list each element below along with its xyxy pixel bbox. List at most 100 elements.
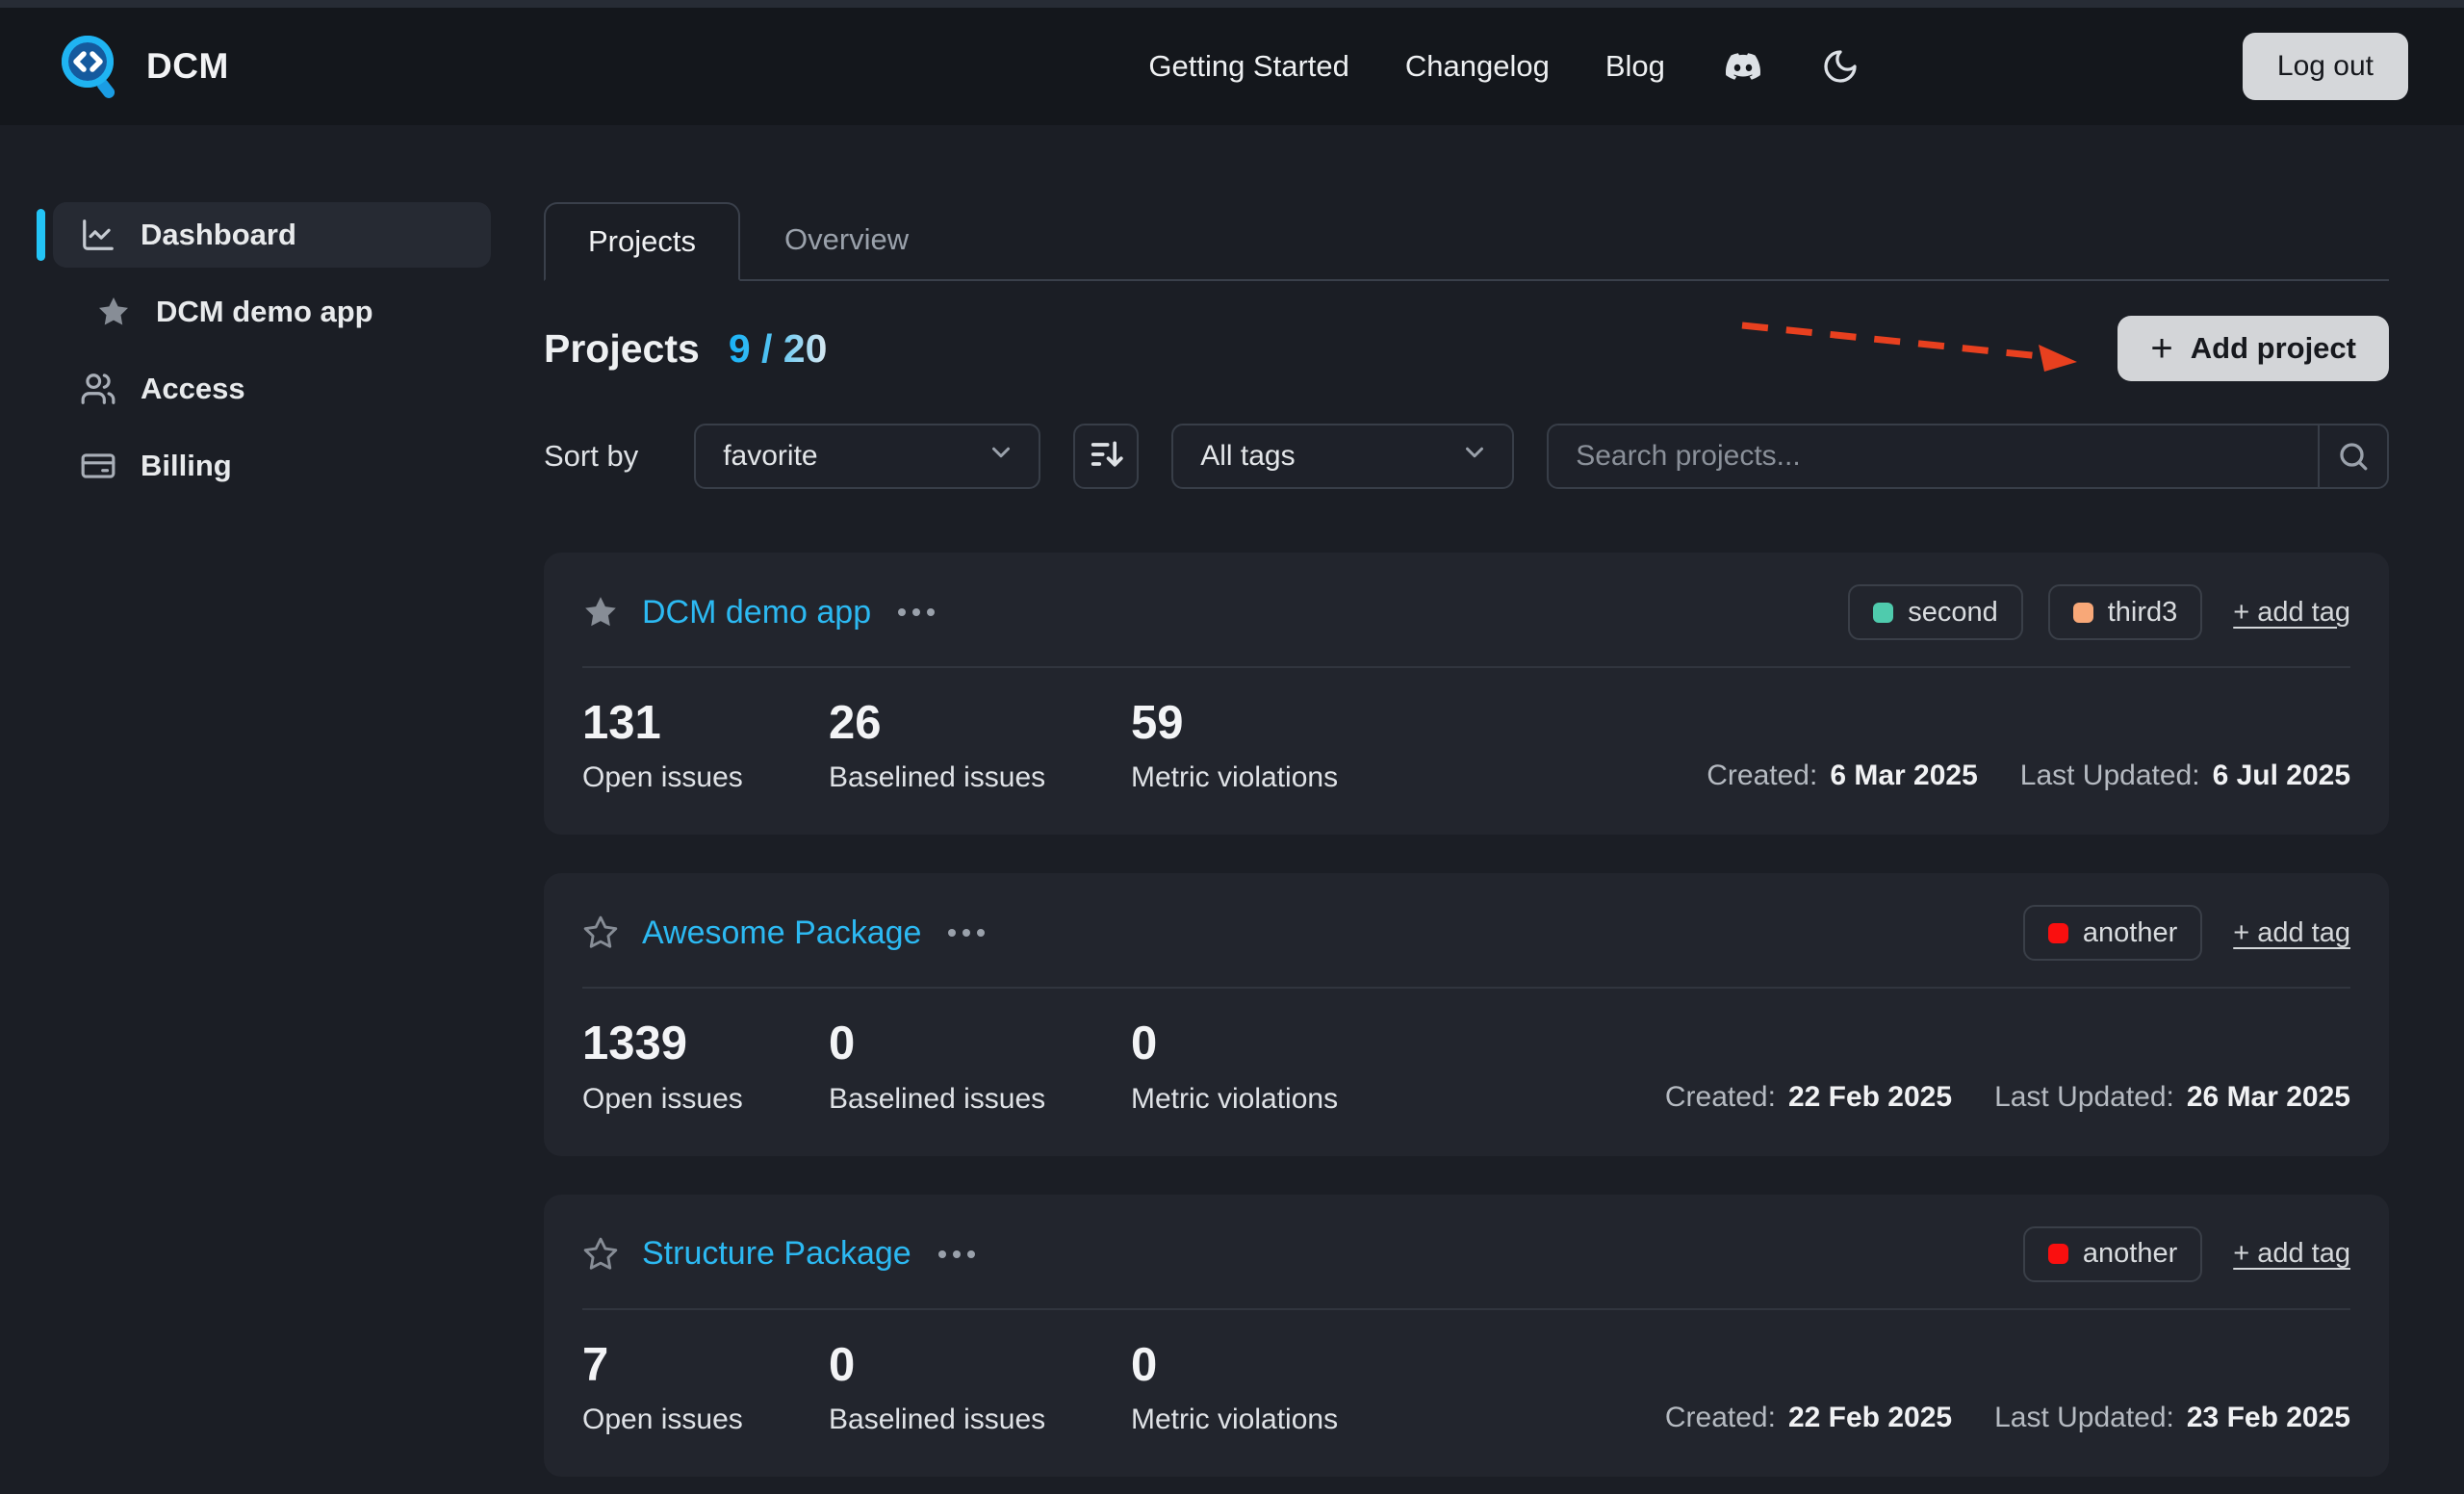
tag-chip[interactable]: another (2023, 1226, 2202, 1282)
stat-open-issues: 7 Open issues (582, 1341, 829, 1436)
stat-label: Baselined issues (829, 1083, 1131, 1116)
tag-chip[interactable]: second (1848, 584, 2023, 640)
sort-direction-button[interactable] (1073, 424, 1139, 489)
sidebar-item-billing[interactable]: Billing (37, 433, 500, 499)
stat-value: 1339 (582, 1019, 829, 1069)
created-date: 6 Mar 2025 (1830, 760, 1977, 792)
add-tag-link[interactable]: + add tag (2233, 1238, 2350, 1270)
last-updated-label: Last Updated: (1994, 1081, 2174, 1114)
chevron-down-icon (987, 438, 1015, 475)
tag-label: another (2083, 917, 2177, 949)
last-updated-label: Last Updated: (2020, 760, 2200, 792)
stat-baselined-issues: 26 Baselined issues (829, 699, 1131, 794)
star-filled-icon (95, 294, 132, 330)
project-menu-button[interactable] (946, 921, 987, 944)
favorite-star-icon[interactable] (582, 914, 619, 951)
dark-mode-moon-icon[interactable] (1821, 47, 1860, 86)
logout-button[interactable]: Log out (2243, 33, 2408, 100)
stat-value: 131 (582, 699, 829, 748)
tag-label: second (1908, 597, 1998, 629)
nav-blog[interactable]: Blog (1605, 49, 1665, 84)
sidebar-item-dcm-demo-app[interactable]: DCM demo app (37, 279, 500, 345)
tag-color-swatch (2048, 923, 2068, 943)
stat-label: Metric violations (1131, 761, 1377, 794)
sort-by-label: Sort by (544, 439, 638, 474)
add-tag-link[interactable]: + add tag (2233, 597, 2350, 629)
stat-value: 59 (1131, 699, 1377, 748)
add-project-button[interactable]: + Add project (2118, 316, 2389, 381)
stat-value: 0 (1131, 1341, 1377, 1390)
created-label: Created: (1707, 760, 1817, 792)
tag-chip[interactable]: third3 (2048, 584, 2203, 640)
card-divider (582, 987, 2350, 989)
stat-value: 0 (1131, 1019, 1377, 1069)
nav-getting-started[interactable]: Getting Started (1148, 49, 1349, 84)
project-name-link[interactable]: DCM demo app (642, 594, 871, 631)
stat-metric-violations: 59 Metric violations (1131, 699, 1377, 794)
nav-changelog[interactable]: Changelog (1405, 49, 1550, 84)
users-icon (80, 371, 116, 407)
stat-label: Metric violations (1131, 1404, 1377, 1436)
sidebar-item-label: Billing (141, 449, 232, 483)
annotation-arrow (1734, 312, 2100, 379)
favorite-star-icon[interactable] (582, 594, 619, 631)
filter-row: Sort by favorite All tags (544, 424, 2389, 489)
project-card: Structure Package another + add tag 7 Ope… (544, 1195, 2389, 1477)
project-tags: another + add tag (2023, 1226, 2350, 1282)
sidebar-item-label: Access (141, 372, 245, 406)
plus-icon: + (2150, 329, 2172, 368)
projects-heading-row: Projects 9 / 20 + Add project (544, 314, 2389, 383)
page-title: Projects (544, 326, 700, 372)
stat-value: 26 (829, 699, 1131, 748)
tab-projects[interactable]: Projects (544, 202, 740, 281)
stat-value: 0 (829, 1019, 1131, 1069)
stat-label: Metric violations (1131, 1083, 1377, 1116)
sidebar-item-access[interactable]: Access (37, 356, 500, 422)
tag-color-swatch (2073, 603, 2093, 623)
tag-chip[interactable]: another (2023, 905, 2202, 961)
tab-overview[interactable]: Overview (740, 200, 953, 279)
last-updated-date: 23 Feb 2025 (2187, 1402, 2350, 1434)
tags-filter-select[interactable]: All tags (1171, 424, 1514, 489)
search-input[interactable] (1549, 425, 2318, 487)
project-dates: Created: 22 Feb 2025 Last Updated: 26 Ma… (1665, 1081, 2350, 1116)
created-date: 22 Feb 2025 (1788, 1081, 1952, 1114)
add-tag-link[interactable]: + add tag (2233, 917, 2350, 949)
project-menu-button[interactable] (937, 1243, 977, 1266)
created-date: 22 Feb 2025 (1788, 1402, 1952, 1434)
tag-color-swatch (2048, 1244, 2068, 1264)
card-divider (582, 666, 2350, 668)
sort-descending-icon (1087, 435, 1125, 478)
brand[interactable]: DCM (58, 32, 229, 101)
favorite-star-icon[interactable] (582, 1236, 619, 1273)
sidebar: Dashboard DCM demo app Access (0, 125, 500, 1494)
discord-icon[interactable] (1721, 49, 1765, 84)
project-card: DCM demo app second third3 + add tag 131 O… (544, 553, 2389, 835)
sidebar-item-dashboard[interactable]: Dashboard (37, 202, 500, 268)
stat-baselined-issues: 0 Baselined issues (829, 1341, 1131, 1436)
project-tags: another + add tag (2023, 905, 2350, 961)
credit-card-icon (80, 448, 116, 484)
stat-label: Baselined issues (829, 1404, 1131, 1436)
sidebar-item-label: DCM demo app (156, 295, 373, 329)
search-icon[interactable] (2318, 425, 2387, 487)
tag-label: third3 (2108, 597, 2178, 629)
created-label: Created: (1665, 1402, 1776, 1434)
tag-color-swatch (1873, 603, 1893, 623)
dcm-logo-icon (58, 32, 123, 101)
tag-label: another (2083, 1238, 2177, 1270)
stat-metric-violations: 0 Metric violations (1131, 1019, 1377, 1115)
project-dates: Created: 6 Mar 2025 Last Updated: 6 Jul … (1707, 760, 2350, 794)
last-updated-label: Last Updated: (1994, 1402, 2174, 1434)
project-name-link[interactable]: Awesome Package (642, 914, 921, 952)
search-box (1547, 424, 2389, 489)
stat-open-issues: 1339 Open issues (582, 1019, 829, 1115)
stat-label: Open issues (582, 761, 829, 794)
project-menu-button[interactable] (896, 601, 937, 624)
sort-select[interactable]: favorite (694, 424, 1040, 489)
chevron-down-icon (1460, 438, 1489, 475)
stat-value: 7 (582, 1341, 829, 1390)
sidebar-item-label: Dashboard (141, 218, 296, 252)
project-name-link[interactable]: Structure Package (642, 1235, 911, 1273)
project-card: Awesome Package another + add tag 1339 Op… (544, 873, 2389, 1155)
